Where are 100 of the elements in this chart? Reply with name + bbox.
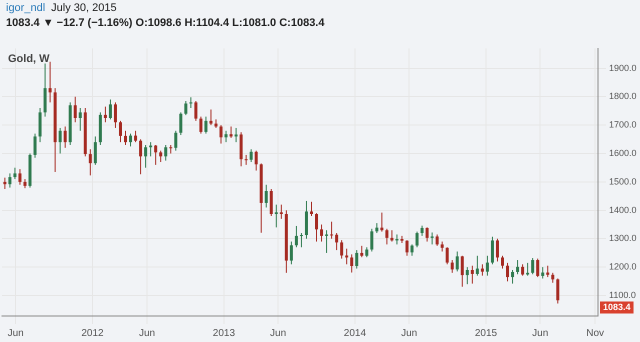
candlestick bbox=[184, 100, 188, 116]
x-tick-label: Jun bbox=[401, 328, 418, 339]
y-tick-label: 1200.0 bbox=[609, 262, 637, 272]
text: igor_ndl bbox=[6, 2, 46, 14]
x-tick-label: 2015 bbox=[474, 328, 498, 339]
candlestick bbox=[94, 136, 97, 166]
candlestick bbox=[460, 255, 464, 288]
candlestick bbox=[355, 250, 358, 270]
candlestick bbox=[294, 225, 298, 248]
candlestick bbox=[144, 144, 148, 168]
candlestick bbox=[108, 99, 112, 120]
candlestick bbox=[179, 112, 182, 136]
candlestick bbox=[250, 148, 253, 163]
candlestick bbox=[74, 96, 77, 123]
candlestick bbox=[420, 225, 424, 236]
candlestick bbox=[521, 264, 524, 276]
candlestick bbox=[58, 127, 62, 154]
candlestick bbox=[426, 226, 429, 242]
candlestick bbox=[541, 266, 544, 279]
x-tick-label: 2012 bbox=[81, 328, 104, 339]
candlestick bbox=[199, 116, 202, 134]
x-tick-label: Jun bbox=[8, 328, 24, 339]
candlestick bbox=[436, 234, 439, 246]
candlestick bbox=[456, 251, 459, 272]
candlestick bbox=[340, 240, 344, 260]
y-tick-label: 1500.0 bbox=[609, 176, 637, 186]
candlestick bbox=[164, 144, 168, 162]
candlestick bbox=[320, 224, 324, 242]
candlestick bbox=[34, 133, 37, 158]
candlestick bbox=[234, 127, 238, 143]
candlestick bbox=[440, 241, 444, 252]
candlestick bbox=[220, 124, 223, 144]
candlestick bbox=[104, 106, 107, 123]
candlestick bbox=[380, 212, 384, 232]
x-tick-label: Jun bbox=[138, 328, 156, 339]
candlestick bbox=[78, 108, 82, 132]
candlestick bbox=[194, 100, 198, 122]
x-tick-label: Nov bbox=[586, 328, 604, 339]
candlestick bbox=[330, 221, 334, 240]
candlestick bbox=[88, 148, 92, 176]
y-tick-label: 1700.0 bbox=[609, 120, 637, 130]
candlestick bbox=[486, 255, 489, 276]
candlestick bbox=[556, 278, 560, 304]
candlestick bbox=[476, 255, 479, 276]
candlestick bbox=[390, 230, 394, 242]
candlestick bbox=[134, 130, 138, 143]
candlestick bbox=[230, 126, 233, 138]
y-tick-label: 1800.0 bbox=[609, 91, 637, 102]
candlestick bbox=[335, 232, 338, 251]
x-tick-label: 2014 bbox=[344, 328, 366, 339]
candlestick bbox=[204, 116, 208, 134]
candlestick bbox=[490, 236, 494, 265]
candlestick bbox=[405, 240, 408, 256]
candlestick bbox=[345, 248, 348, 265]
candlestick bbox=[350, 254, 354, 274]
candlestick bbox=[360, 245, 364, 258]
candlestick bbox=[470, 265, 474, 284]
candlestick bbox=[8, 172, 12, 188]
candlestick bbox=[300, 232, 303, 248]
candlestick bbox=[516, 260, 520, 275]
x-tick-label: Jun bbox=[532, 328, 548, 339]
text: July 30, 2015 bbox=[51, 2, 117, 14]
candlestick bbox=[124, 130, 128, 146]
candlestick bbox=[375, 222, 378, 234]
candlestick bbox=[23, 178, 26, 189]
candlestick bbox=[159, 150, 162, 163]
candlestick bbox=[365, 246, 368, 258]
candlestick bbox=[551, 272, 554, 284]
candlestick bbox=[64, 126, 67, 148]
candlestick bbox=[18, 168, 22, 186]
candlestick bbox=[310, 201, 313, 217]
candlestick bbox=[304, 200, 308, 240]
candlestick bbox=[511, 269, 514, 284]
candlestick bbox=[325, 230, 328, 254]
candlestick bbox=[48, 61, 52, 103]
x-tick-label: Jun bbox=[270, 328, 286, 339]
candlestick bbox=[114, 102, 117, 128]
candlestick bbox=[395, 234, 398, 245]
candlestick bbox=[290, 241, 293, 265]
candlestick bbox=[450, 260, 454, 274]
candlestick bbox=[496, 238, 499, 262]
candlestick bbox=[416, 231, 419, 248]
candlestick bbox=[149, 142, 152, 157]
candlestick bbox=[446, 246, 449, 265]
candlestick bbox=[385, 228, 388, 245]
candlestick bbox=[139, 138, 142, 175]
candlestick bbox=[506, 262, 510, 282]
candlestick bbox=[370, 228, 374, 252]
y-tick-label: 1300.0 bbox=[609, 233, 637, 244]
candlestick bbox=[224, 130, 228, 143]
chart-title: Gold, W bbox=[8, 52, 50, 65]
candlestick bbox=[129, 133, 132, 147]
candlestick bbox=[430, 232, 434, 245]
candlestick bbox=[536, 258, 540, 278]
candlestick bbox=[531, 258, 534, 275]
candlestick bbox=[480, 264, 484, 276]
y-tick-label: 1100.0 bbox=[609, 290, 636, 300]
y-tick-label: 1600.0 bbox=[609, 148, 637, 158]
text: 1083.4 bbox=[603, 302, 631, 312]
candlestick bbox=[264, 184, 268, 208]
